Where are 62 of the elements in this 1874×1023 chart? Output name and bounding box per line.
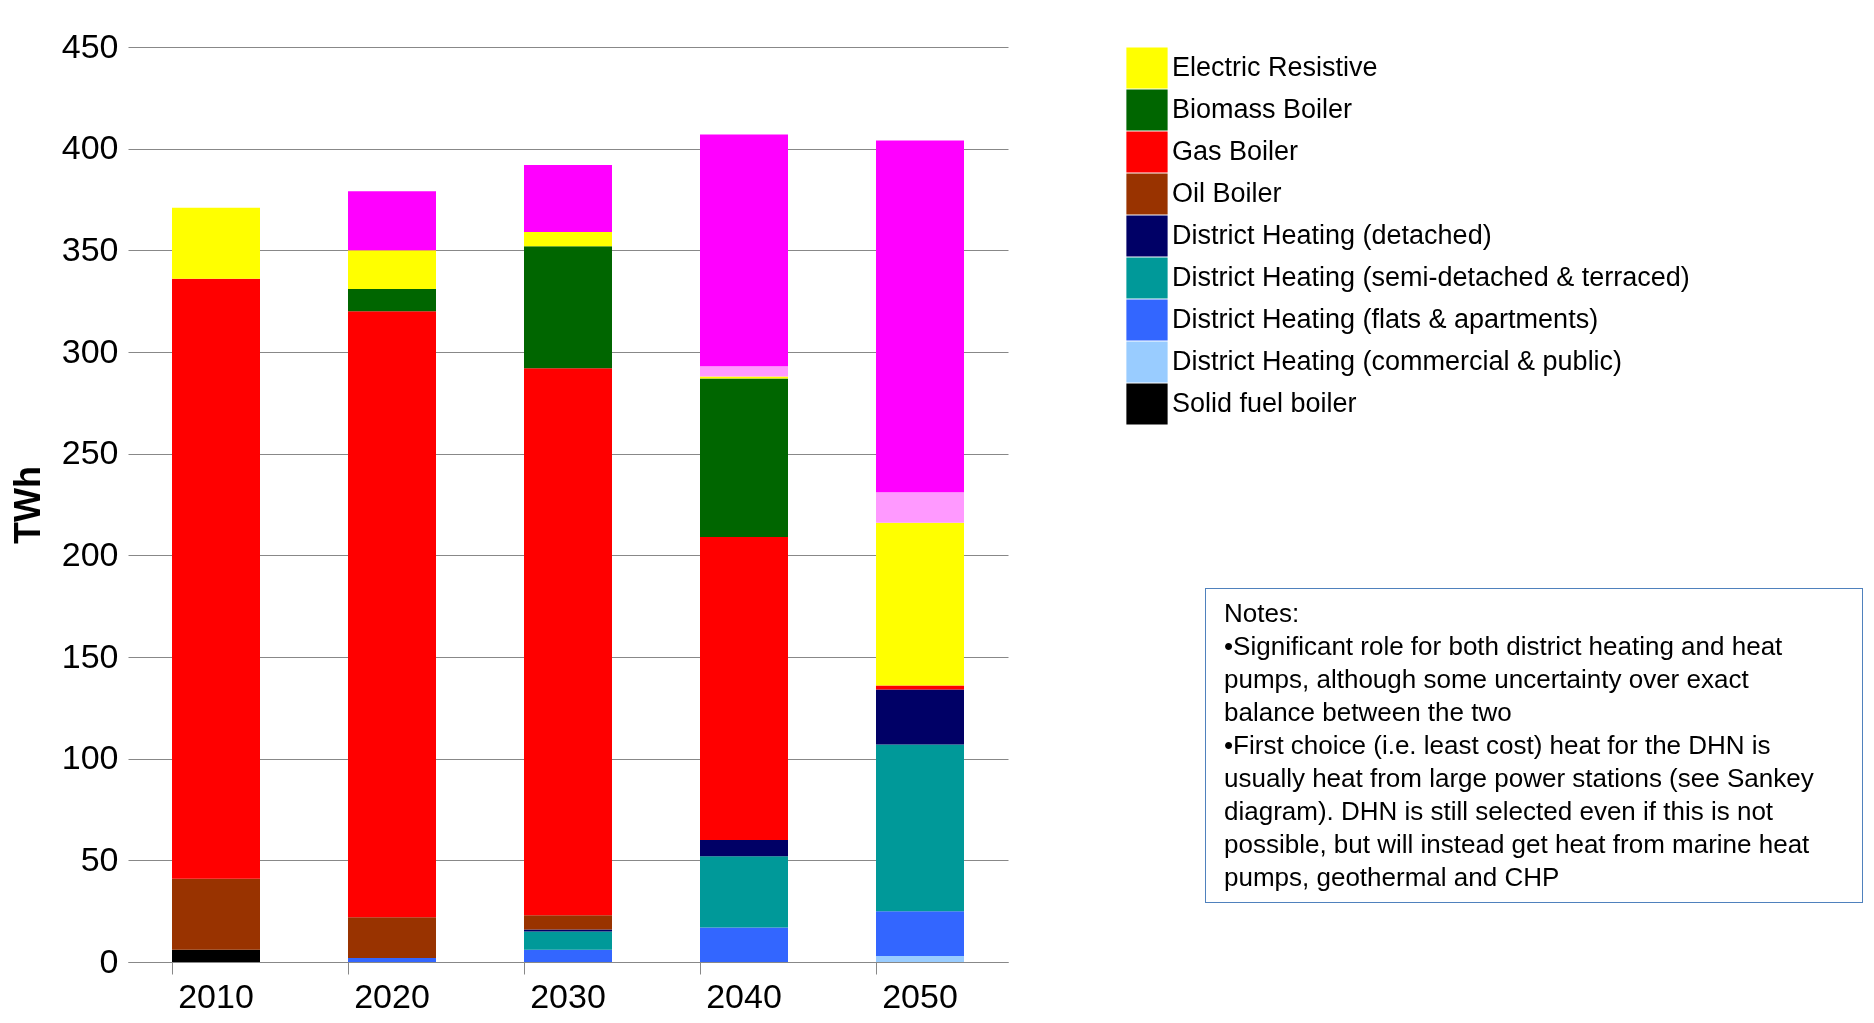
bar <box>876 744 964 912</box>
y-tick-label: 300 <box>61 331 119 370</box>
bar <box>348 288 436 312</box>
legend-label: Electric Resistive <box>1172 52 1378 82</box>
bar <box>700 134 788 367</box>
bar <box>876 522 964 686</box>
legend-label: District Heating (detached) <box>1172 220 1492 250</box>
bar <box>700 376 788 379</box>
bar <box>524 915 612 930</box>
bar <box>172 949 260 962</box>
bar <box>524 232 612 247</box>
bar <box>172 207 260 279</box>
bar <box>172 878 260 950</box>
bar <box>700 927 788 962</box>
y-tick-label: 50 <box>80 839 119 878</box>
legend-label: Gas Boiler <box>1172 136 1299 166</box>
bar <box>876 685 964 690</box>
bar <box>524 929 612 932</box>
x-tick-label: 2050 <box>882 976 958 1015</box>
x-tick-label: 2010 <box>178 976 254 1015</box>
bar <box>348 311 436 918</box>
legend-label: District Heating (flats & apartments) <box>1172 304 1599 334</box>
legend-label: Biomass Boiler <box>1172 94 1353 124</box>
bar <box>524 931 612 950</box>
y-tick-label: 0 <box>99 941 119 980</box>
bar <box>524 246 612 369</box>
y-tick-label: 350 <box>61 229 119 268</box>
bar <box>348 250 436 289</box>
bar <box>348 957 436 962</box>
text: •First choice (i.e. least cost) heat for the DHN is usually heat from large power stations (see Sankey diagram). DHN is still selected even if this is not possible, but will instead get heat from marine heat pumps, geothermal and CHP <box>1224 729 1815 895</box>
bar <box>700 366 788 377</box>
x-tick-label: 2030 <box>530 976 606 1015</box>
bar <box>700 537 788 840</box>
y-tick-label: 150 <box>61 636 119 675</box>
y-tick-label: 450 <box>61 26 119 65</box>
x-tick-label: 2020 <box>354 976 430 1015</box>
x-tick-label: 2040 <box>706 976 782 1015</box>
bar <box>876 955 964 962</box>
legend-label: District Heating (commercial & public) <box>1172 346 1623 376</box>
bar <box>876 492 964 523</box>
bar <box>700 840 788 857</box>
bar <box>524 368 612 916</box>
bar <box>876 140 964 493</box>
legend-label: Oil Boiler <box>1172 178 1282 208</box>
bar <box>524 949 612 962</box>
y-tick-label: 400 <box>61 128 119 167</box>
legend-label: District Heating (semi-detached & terraced) <box>1172 262 1690 292</box>
bar <box>876 911 964 956</box>
bar <box>348 917 436 958</box>
bar <box>876 689 964 745</box>
bar <box>700 378 788 538</box>
y-tick-label: 200 <box>61 534 119 573</box>
bar <box>700 856 788 928</box>
bar <box>172 278 260 879</box>
text: •Significant role for both district heating and heat pumps, although some uncertainty over exact balance between the two <box>1224 630 1784 730</box>
bar <box>524 164 612 233</box>
legend-label: Solid fuel boiler <box>1172 388 1357 418</box>
text: Notes: <box>1224 597 1301 630</box>
y-tick-label: 250 <box>61 433 119 472</box>
bar <box>348 191 436 251</box>
y-tick-label: 100 <box>61 738 119 777</box>
y-axis-title: TWh <box>6 466 48 544</box>
